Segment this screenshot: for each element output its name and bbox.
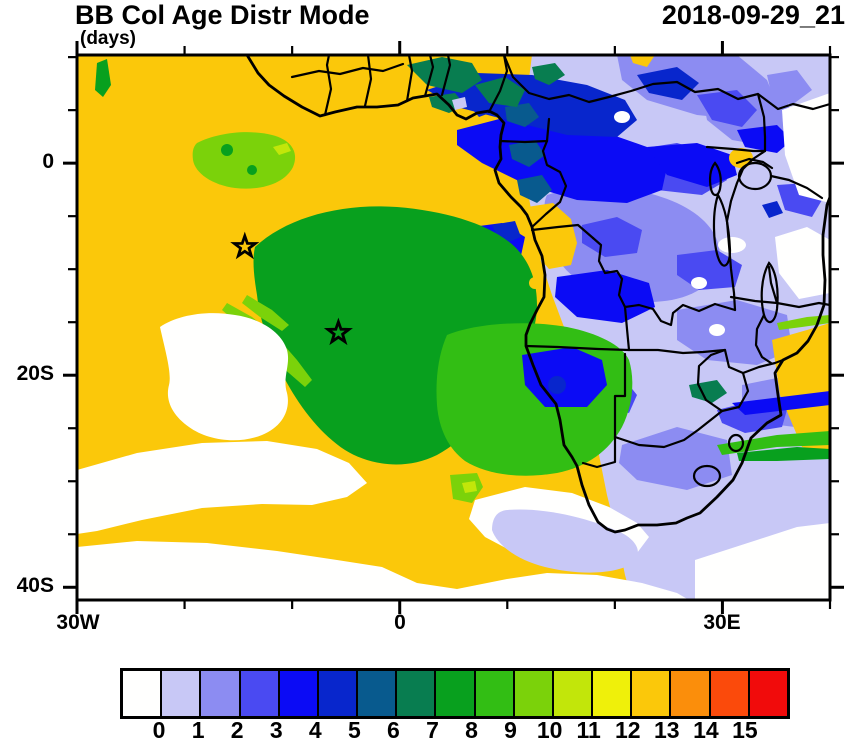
colorbar-tick-label-1: 1 [191, 717, 205, 743]
colorbar-tick-label-7: 7 [426, 717, 439, 743]
lakes [708, 161, 779, 324]
plot-frame [75, 53, 832, 602]
station-markers [230, 231, 353, 346]
y-tick-label-40s: 40S [16, 574, 54, 597]
colorbar-cell-12 [591, 671, 631, 716]
x-tick-label-30w: 30W [56, 611, 100, 634]
colorbar-cell-1 [160, 671, 200, 716]
colorbar-tick-label-2: 2 [230, 717, 244, 743]
colorbar-cell-0 [123, 671, 161, 716]
colorbar-tick-label-9: 9 [504, 717, 517, 743]
age-4-blue-patches [449, 110, 830, 323]
colorbar-cell-6 [356, 671, 396, 716]
colorbar-cell-11 [551, 671, 592, 716]
age-5-namibia-spot [548, 376, 566, 394]
colorbar-tick-label-5: 5 [347, 717, 361, 743]
age-8-spots-in-lime [221, 144, 257, 175]
star-marker-1-star-icon [230, 231, 260, 260]
colorbar-tick-label-14: 14 [693, 717, 719, 743]
colorbar-tick-label-4: 4 [308, 717, 322, 743]
colorbar-cell-7 [395, 671, 435, 716]
colorbar-cell-9 [473, 671, 513, 716]
map-area [77, 55, 830, 600]
africa-coastline [245, 55, 830, 534]
colorbar-cell-16 [747, 671, 787, 716]
country-borders [290, 55, 830, 488]
colorbar-cell-3 [238, 671, 278, 716]
age-4-se-streak [732, 391, 830, 415]
plot-timestamp: 2018-09-29_21 [661, 0, 845, 30]
colorbar-tick-label-15: 15 [732, 717, 758, 743]
colorbar-cell-10 [512, 671, 552, 716]
units-label: (days) [80, 28, 136, 49]
axis-ticks [63, 41, 844, 614]
colorbar-tick-label-12: 12 [614, 717, 641, 743]
colorbar-cells [123, 671, 787, 716]
age-11-lime-light-bits [273, 143, 477, 493]
age-6-teal-patches [505, 103, 552, 203]
colorbar-tick-label-3: 3 [269, 717, 283, 743]
colorbar-cell-15 [708, 671, 748, 716]
colorbar-cell-5 [316, 671, 357, 716]
age-8-se-band [737, 447, 830, 461]
star-marker-2-star-icon [323, 317, 353, 346]
colorbar-cell-14 [669, 671, 709, 716]
colorbar-cell-13 [630, 671, 670, 716]
colorbar [120, 668, 790, 719]
colorbar-cell-2 [199, 671, 239, 716]
y-tick-label-20s: 20S [16, 362, 54, 385]
colorbar-tick-label-13: 13 [654, 717, 680, 743]
age-9-se-band [717, 431, 830, 455]
colorbar-tick-label-0: 0 [152, 717, 166, 743]
x-tick-label-0: 0 [394, 611, 406, 634]
colorbar-cell-4 [277, 671, 317, 716]
colorbar-tick-label-11: 11 [576, 717, 601, 743]
plot-title: BB Col Age Distr Mode [75, 0, 370, 30]
y-tick-label-0: 0 [42, 150, 54, 173]
colorbar-tick-label-6: 6 [387, 717, 400, 743]
age-0-white-regions-east [614, 93, 830, 600]
x-tick-label-30e: 30E [703, 611, 741, 634]
colorbar-cell-8 [434, 671, 474, 716]
colorbar-tick-label-8: 8 [465, 717, 478, 743]
age-4-namibia-patch [522, 347, 607, 407]
colorbar-tick-label-10: 10 [536, 717, 563, 743]
